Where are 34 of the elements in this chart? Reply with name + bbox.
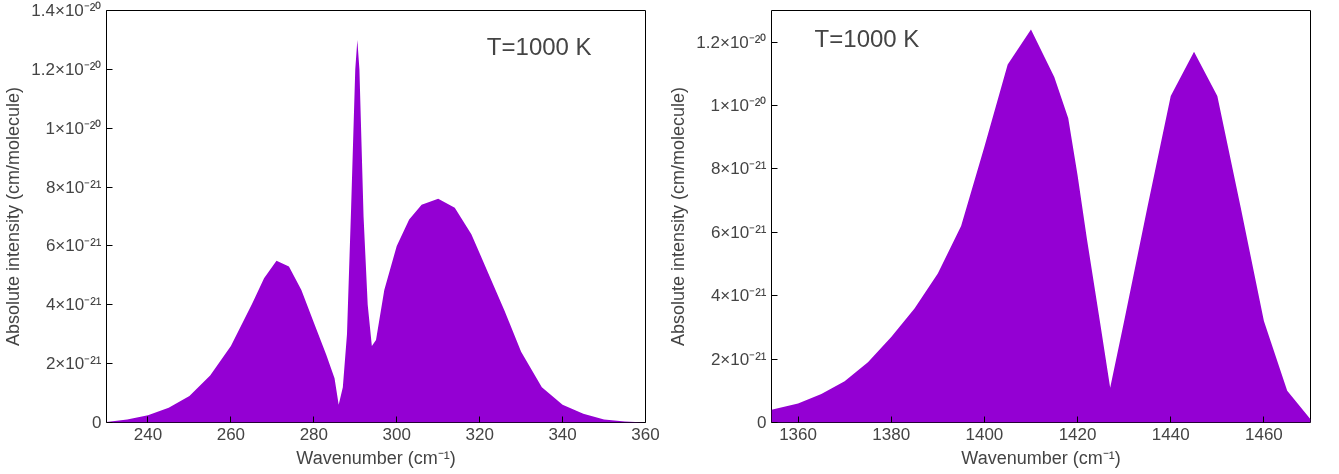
y-tick-label: 4×10⁻²¹ bbox=[45, 295, 102, 315]
y-tick-label: 6×10⁻²¹ bbox=[45, 236, 102, 256]
x-tick-label: 1360 bbox=[779, 424, 817, 444]
y-tick-label: 1.2×10⁻²⁰ bbox=[696, 32, 767, 52]
x-tick-label: 1460 bbox=[1245, 424, 1283, 444]
y-tick-label: 2×10⁻²¹ bbox=[710, 349, 767, 369]
y-tick-label: 8×10⁻²¹ bbox=[45, 177, 102, 197]
y-tick-label: 0 bbox=[757, 413, 767, 432]
x-tick-label: 1400 bbox=[965, 424, 1004, 444]
y-axis-title: Absolute intensity (cm/molecule) bbox=[668, 86, 689, 347]
x-tick-label: 300 bbox=[382, 424, 411, 444]
annotation: T=1000 K bbox=[486, 32, 592, 60]
x-axis-title: Wavenumber (cm⁻¹) bbox=[296, 447, 456, 468]
x-tick-label: 260 bbox=[216, 424, 246, 444]
x-tick-label: 340 bbox=[548, 424, 577, 444]
x-tick-label: 240 bbox=[133, 424, 163, 444]
x-tick-label: 1440 bbox=[1151, 424, 1190, 444]
x-tick-label: 1420 bbox=[1058, 424, 1097, 444]
x-tick-label: 1380 bbox=[872, 424, 911, 444]
y-tick-label: 1×10⁻²⁰ bbox=[710, 96, 767, 116]
x-tick-label: 280 bbox=[299, 424, 328, 444]
y-tick-label: 1.4×10⁻²⁰ bbox=[31, 1, 102, 20]
annotation: T=1000 K bbox=[814, 24, 920, 52]
y-tick-label: 6×10⁻²¹ bbox=[710, 222, 767, 242]
y-tick-label: 1×10⁻²⁰ bbox=[45, 118, 102, 138]
x-tick-label: 360 bbox=[631, 424, 660, 444]
x-axis-title: Wavenumber (cm⁻¹) bbox=[961, 447, 1121, 468]
y-tick-label: 1.2×10⁻²⁰ bbox=[31, 59, 102, 79]
x-tick-label: 320 bbox=[465, 424, 494, 444]
y-tick-label: 4×10⁻²¹ bbox=[710, 286, 767, 306]
y-tick-label: 0 bbox=[92, 413, 102, 432]
y-axis-title: Absolute intensity (cm/molecule) bbox=[3, 86, 24, 347]
y-tick-label: 2×10⁻²¹ bbox=[45, 354, 102, 374]
y-tick-label: 8×10⁻²¹ bbox=[710, 159, 767, 179]
